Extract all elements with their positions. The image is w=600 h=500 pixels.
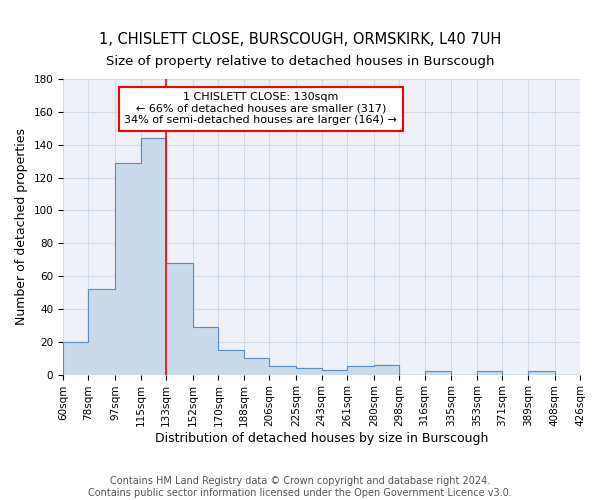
X-axis label: Distribution of detached houses by size in Burscough: Distribution of detached houses by size … [155,432,488,445]
Text: Size of property relative to detached houses in Burscough: Size of property relative to detached ho… [106,55,494,68]
Polygon shape [63,138,600,374]
Y-axis label: Number of detached properties: Number of detached properties [15,128,28,326]
Text: Contains HM Land Registry data © Crown copyright and database right 2024.
Contai: Contains HM Land Registry data © Crown c… [88,476,512,498]
Text: 1, CHISLETT CLOSE, BURSCOUGH, ORMSKIRK, L40 7UH: 1, CHISLETT CLOSE, BURSCOUGH, ORMSKIRK, … [99,32,501,46]
Text: 1 CHISLETT CLOSE: 130sqm
← 66% of detached houses are smaller (317)
34% of semi-: 1 CHISLETT CLOSE: 130sqm ← 66% of detach… [124,92,397,126]
